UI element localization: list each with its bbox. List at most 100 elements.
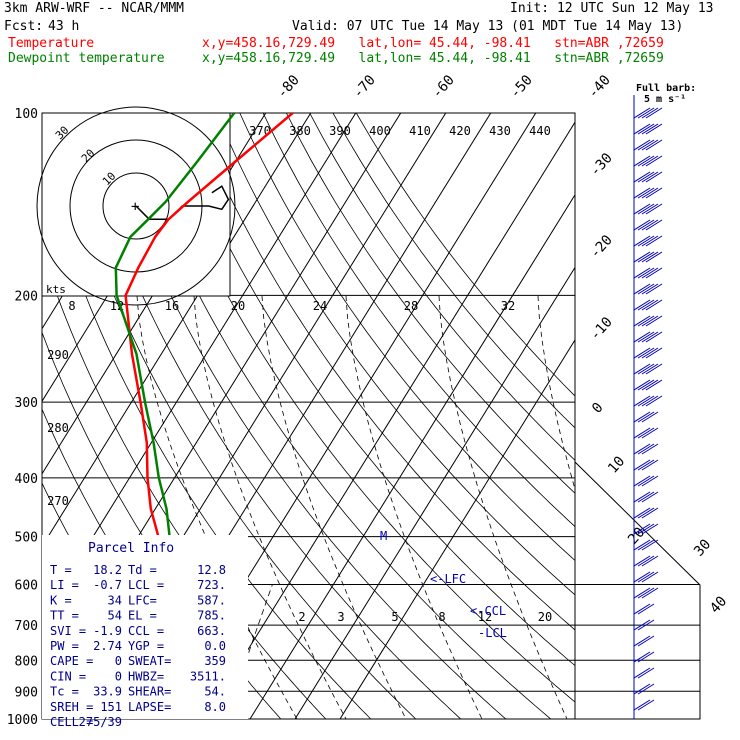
thetae-label: 16: [165, 299, 179, 313]
dry-adiabat: [122, 113, 552, 719]
theta-label: 270: [47, 494, 69, 508]
plot-extension-border: [574, 461, 701, 720]
theta-label: 440: [529, 124, 551, 138]
parcel-info-cell: 54: [108, 609, 122, 623]
mixing-ratio-label: 5: [391, 610, 398, 624]
hodograph-frame: [41, 112, 231, 297]
thetae-line: [438, 295, 568, 719]
parcel-info-cell: T =: [50, 563, 72, 577]
isotherm-label: -80: [274, 72, 303, 102]
wind-barb: [633, 123, 663, 135]
hodograph-trace: [135, 185, 230, 220]
wind-barb: [633, 203, 663, 215]
thetae-label: 28: [404, 299, 418, 313]
wind-barb: [633, 107, 663, 119]
wind-barb: [633, 395, 663, 407]
theta-label: 410: [409, 124, 431, 138]
parcel-info-cell: 2.74: [93, 639, 122, 653]
pressure-tick-label: 500: [15, 531, 38, 546]
init-time: Init: 12 UTC Sun 12 May 13: [510, 1, 714, 16]
legend-temperature: Temperature: [8, 36, 95, 51]
pressure-tick-label: 600: [15, 579, 38, 594]
mixing-ratio-label: 12: [478, 610, 492, 624]
theta-label: 430: [489, 124, 511, 138]
dry-adiabat: [53, 113, 417, 719]
wind-barb: [633, 379, 663, 391]
parcel-info-cell: Tc =: [50, 685, 79, 699]
wind-barb: [633, 443, 659, 455]
wind-barb: [633, 347, 663, 359]
parcel-info-cell: 34: [108, 593, 122, 607]
dry-adiabat: [216, 113, 575, 596]
isotherm-label: -20: [587, 232, 616, 262]
isotherm-line: [204, 121, 575, 719]
theta-label: 420: [449, 124, 471, 138]
parcel-info-cell: 18.2: [93, 563, 122, 577]
parcel-info-cell: 151: [100, 700, 122, 714]
parcel-info-cell: SVI =: [50, 624, 86, 638]
isotherm-label: 30: [691, 536, 714, 559]
thetae-line: [193, 295, 347, 719]
parcel-info-cell: -0.7: [93, 578, 122, 592]
wind-barb: [633, 683, 655, 695]
forecast-label: Fcst:: [4, 19, 44, 34]
location-dewpoint: x,y=458.16,729.49 lat,lon= 45.44, -98.41…: [202, 51, 664, 66]
full-barb-value: 5 m s⁻¹: [644, 94, 687, 105]
hodograph-ring: [36, 106, 236, 306]
level-marker: -LCL: [478, 626, 507, 640]
isotherm-line: [0, 85, 13, 732]
pressure-tick-label: 300: [15, 396, 38, 411]
isotherm-line: [42, 113, 357, 620]
thetae-label: 32: [501, 299, 515, 313]
dry-adiabat: [76, 113, 462, 719]
wind-barb: [633, 603, 655, 615]
wind-barb: [633, 251, 663, 263]
parcel-info-cell: SWEAT=: [128, 654, 171, 668]
parcel-info-cell: PW =: [50, 639, 79, 653]
level-marker: M: [380, 529, 387, 543]
hodograph-ring: [102, 172, 170, 240]
pressure-tick-label: 800: [15, 654, 38, 669]
wind-barb: [633, 523, 659, 535]
parcel-info-cell: 54.: [204, 685, 226, 699]
parcel-info-cell: LI =: [50, 578, 79, 592]
wind-barb: [633, 187, 663, 199]
parcel-info-cell: 723.: [197, 578, 226, 592]
pressure-tick-label: 200: [15, 289, 38, 304]
theta-label: 390: [329, 124, 351, 138]
wind-barb: [633, 539, 659, 551]
wind-barb: [633, 587, 659, 599]
wind-barb: [633, 171, 663, 183]
thetae-label: 8: [68, 299, 75, 313]
level-marker: <-LFC: [430, 572, 466, 586]
thetae-line: [345, 295, 483, 719]
wind-barb: [633, 411, 659, 423]
model-title: 3km ARW-WRF -- NCAR/MMM: [4, 1, 185, 16]
thetae-line: [537, 295, 575, 491]
mixing-ratio-label: 20: [538, 610, 552, 624]
parcel-info-cell: CCL =: [128, 624, 164, 638]
parcel-info-cell: 663.: [197, 624, 226, 638]
dry-adiabat: [146, 113, 575, 703]
dry-adiabat: [332, 113, 575, 429]
dry-adiabat: [239, 113, 575, 562]
parcel-info-title: Parcel Info: [88, 541, 174, 556]
wind-barb: [633, 555, 659, 567]
mixing-ratio-label: 2: [298, 610, 305, 624]
parcel-info-cell: 0: [115, 669, 122, 683]
parcel-info-cell: Td =: [128, 563, 157, 577]
hodograph-origin-mark: +: [131, 199, 139, 215]
parcel-info-cell: 0.0: [204, 639, 226, 653]
parcel-info-panel: Parcel Info T = 18.2 Td = 12.8 LI = -0.7 LCL =…: [42, 535, 248, 729]
dry-adiabat: [192, 113, 575, 631]
pressure-tick-label: 1000: [7, 713, 38, 728]
theta-label: 280: [47, 421, 69, 435]
parcel-info-cell: EL =: [128, 609, 157, 623]
wind-barb: [633, 571, 659, 583]
thetae-line: [261, 295, 407, 719]
isotherm-line: [294, 266, 575, 719]
wind-barb: [633, 315, 663, 327]
isotherm-label: -60: [429, 72, 458, 102]
